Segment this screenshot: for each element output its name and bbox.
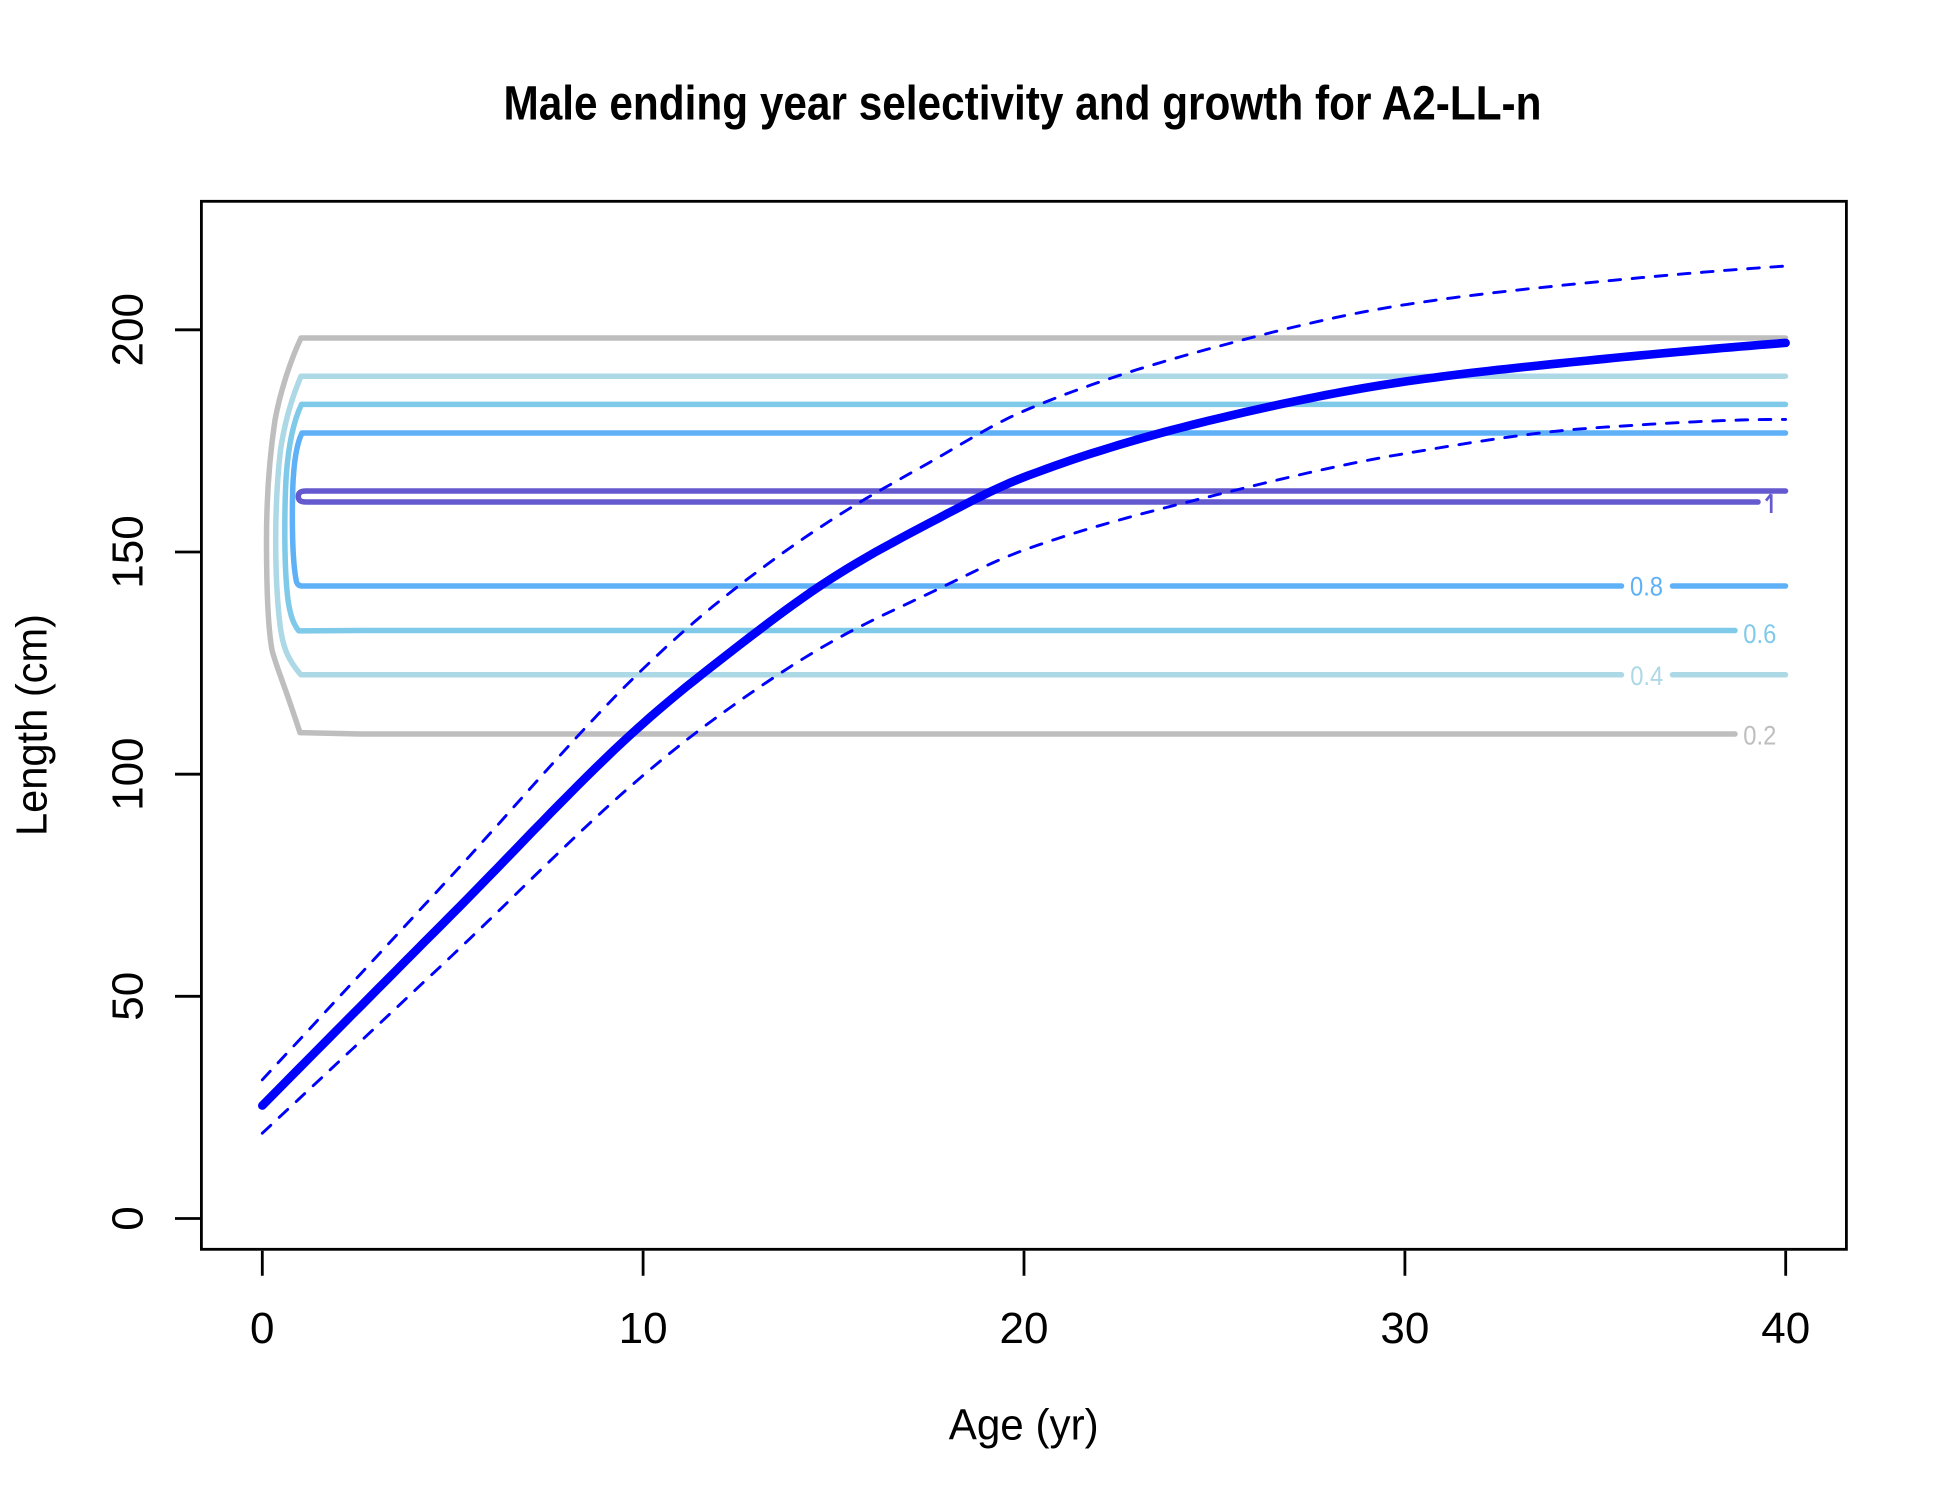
svg-text:10: 10 (619, 1304, 668, 1353)
svg-text:0: 0 (250, 1304, 274, 1353)
svg-text:0: 0 (104, 1206, 153, 1230)
svg-text:30: 30 (1380, 1304, 1429, 1353)
svg-text:40: 40 (1761, 1304, 1810, 1353)
svg-text:150: 150 (104, 515, 153, 588)
svg-text:0.4: 0.4 (1630, 661, 1663, 691)
svg-text:Age (yr): Age (yr) (949, 1401, 1099, 1450)
svg-text:50: 50 (104, 972, 153, 1021)
svg-text:0.8: 0.8 (1630, 572, 1663, 602)
svg-text:20: 20 (1000, 1304, 1049, 1353)
svg-text:Length (cm): Length (cm) (7, 614, 56, 836)
svg-text:Male ending year selectivity a: Male ending year selectivity and growth … (504, 78, 1542, 131)
svg-text:200: 200 (104, 293, 153, 366)
svg-text:0.2: 0.2 (1743, 720, 1776, 750)
svg-text:0.6: 0.6 (1743, 619, 1776, 649)
svg-text:100: 100 (104, 737, 153, 810)
